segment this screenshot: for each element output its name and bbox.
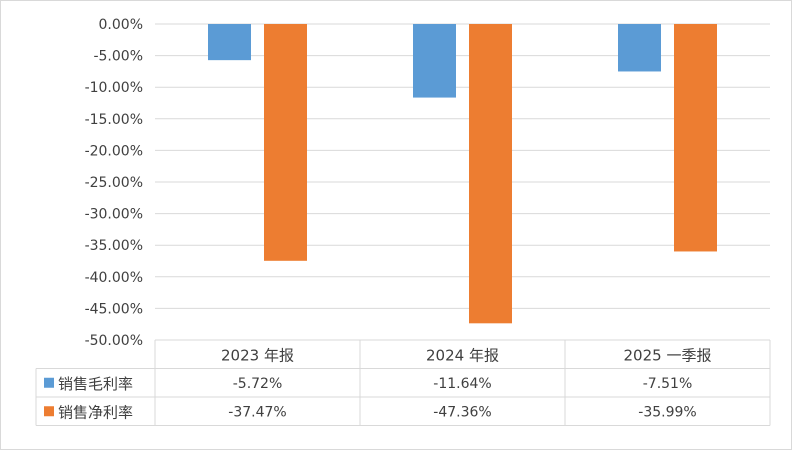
category-label: 2024 年报 <box>426 346 499 364</box>
bars <box>208 24 717 324</box>
y-tick-label: -5.00% <box>93 49 143 65</box>
data-label: -11.64% <box>433 376 491 392</box>
legend-label: 销售净利率 <box>58 403 133 421</box>
legend-swatch <box>44 406 54 417</box>
legend-swatch <box>44 377 54 388</box>
y-tick-label: -35.00% <box>85 238 143 254</box>
y-tick-label: -25.00% <box>85 175 143 191</box>
bar <box>413 24 456 98</box>
y-tick-label: -20.00% <box>85 143 143 159</box>
data-label: -5.72% <box>233 376 283 392</box>
y-tick-label: -10.00% <box>85 80 143 96</box>
bar <box>618 24 661 72</box>
data-label: -47.36% <box>433 404 491 420</box>
y-axis-tick-labels: 0.00% -5.00% -10.00% -15.00% -20.00% -25.00% -… <box>85 17 143 349</box>
category-label: 2023 年报 <box>221 346 294 364</box>
y-tick-label: -40.00% <box>85 270 143 286</box>
y-tick-label: -45.00% <box>85 301 143 317</box>
bar <box>469 24 512 324</box>
y-tick-label: -50.00% <box>85 333 143 349</box>
category-label: 2025 一季报 <box>624 346 712 364</box>
bar <box>208 24 251 61</box>
bar <box>264 24 307 261</box>
data-label: -37.47% <box>228 404 286 420</box>
bar <box>674 24 717 252</box>
y-tick-label: -15.00% <box>85 112 143 128</box>
y-tick-label: -30.00% <box>85 207 143 223</box>
gridlines <box>155 23 770 341</box>
data-label: -7.51% <box>643 376 693 392</box>
y-tick-label: 0.00% <box>99 17 143 33</box>
legend-label: 销售毛利率 <box>58 375 133 393</box>
data-label: -35.99% <box>638 404 696 420</box>
